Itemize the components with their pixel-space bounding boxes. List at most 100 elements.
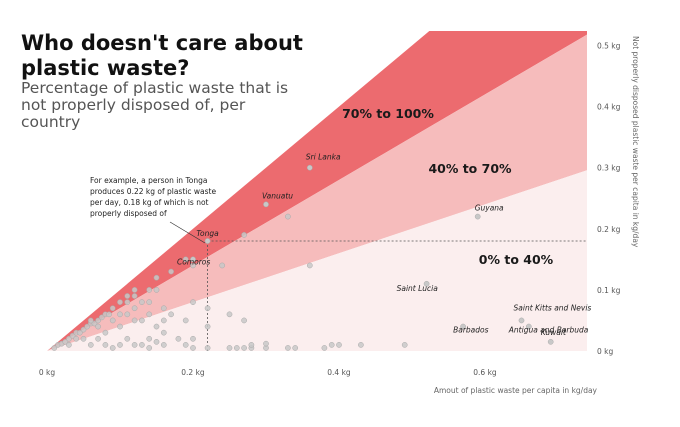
data-point bbox=[204, 305, 211, 312]
data-point bbox=[124, 311, 131, 318]
chart-subtitle: Percentage of plastic waste that is not … bbox=[21, 79, 289, 131]
country-label: Vanuatu bbox=[262, 191, 293, 200]
data-point bbox=[153, 323, 160, 330]
data-point bbox=[131, 317, 138, 324]
chart-title: Who doesn't care about plastic waste? bbox=[21, 31, 303, 80]
data-point bbox=[219, 262, 226, 269]
data-point bbox=[117, 311, 123, 318]
x-axis-label: Amout of plastic waste per capita in kg/… bbox=[434, 386, 598, 395]
data-point-antigua-and-barbuda bbox=[525, 323, 532, 330]
y-tick-label: 0 kg bbox=[597, 347, 613, 356]
data-point-saint-lucia bbox=[423, 280, 430, 287]
data-point-sri-lanka bbox=[306, 164, 313, 171]
data-point bbox=[263, 340, 269, 347]
data-point bbox=[106, 311, 112, 318]
data-point bbox=[182, 317, 189, 324]
percentage-bands bbox=[47, 31, 587, 352]
data-point bbox=[91, 320, 98, 327]
data-point bbox=[190, 299, 196, 305]
data-point bbox=[401, 342, 408, 348]
tonga-annotation: For example, a person in Tonga produces … bbox=[90, 176, 217, 218]
data-point-guyana bbox=[474, 213, 481, 220]
data-point bbox=[233, 345, 240, 351]
x-tick-label: 0.4 kg bbox=[327, 368, 351, 377]
data-point-saint-kitts-and-nevis bbox=[518, 317, 525, 324]
y-tick-label: 0.4 kg bbox=[597, 103, 621, 112]
data-point bbox=[306, 262, 313, 269]
data-point bbox=[109, 317, 116, 324]
data-point bbox=[285, 213, 291, 220]
data-point bbox=[168, 268, 174, 275]
data-point bbox=[117, 342, 123, 348]
data-point bbox=[131, 342, 138, 348]
data-point bbox=[80, 326, 87, 333]
country-label: Kuwait bbox=[541, 328, 567, 337]
country-label: Saint Lucia bbox=[397, 284, 439, 293]
data-point bbox=[248, 342, 255, 348]
data-point bbox=[146, 311, 153, 318]
band-labels: 70% to 100% 40% to 70% 0% to 40% bbox=[342, 106, 554, 267]
data-point bbox=[168, 311, 174, 318]
data-point-vanuatu bbox=[263, 201, 269, 208]
country-label: Barbados bbox=[453, 326, 489, 335]
data-point-tonga bbox=[204, 238, 211, 244]
data-point bbox=[124, 335, 131, 342]
data-point bbox=[358, 342, 364, 348]
annotation-leader bbox=[169, 221, 206, 244]
country-label: Sri Lanka bbox=[306, 153, 341, 162]
y-tick-label: 0.1 kg bbox=[597, 286, 621, 295]
data-point bbox=[153, 287, 160, 293]
data-point bbox=[328, 342, 335, 348]
data-point bbox=[182, 256, 189, 263]
data-point bbox=[95, 317, 101, 324]
data-point bbox=[336, 342, 342, 348]
data-point bbox=[226, 311, 233, 318]
country-label: Guyana bbox=[475, 204, 504, 213]
data-point bbox=[160, 305, 167, 312]
data-point bbox=[241, 232, 247, 238]
data-point bbox=[160, 342, 167, 348]
data-point bbox=[109, 345, 116, 351]
band-1 bbox=[47, 34, 587, 352]
data-point bbox=[160, 317, 167, 324]
country-label: Saint Kitts and Nevis bbox=[514, 303, 592, 312]
band-2 bbox=[47, 170, 587, 351]
y-axis-ticks: 0 kg 0.1 kg 0.2 kg 0.3 kg 0.4 kg 0.5 kg bbox=[597, 42, 621, 357]
data-point bbox=[190, 262, 196, 269]
data-point bbox=[321, 345, 328, 351]
data-point bbox=[73, 335, 80, 342]
data-point bbox=[153, 274, 160, 281]
y-tick-label: 0.5 kg bbox=[597, 42, 621, 51]
data-point bbox=[139, 299, 145, 305]
data-point bbox=[204, 323, 211, 330]
data-point bbox=[66, 335, 72, 342]
x-axis-ticks: 0 kg 0.2 kg 0.4 kg 0.6 kg bbox=[39, 368, 497, 377]
band-label: 0% to 40% bbox=[479, 252, 554, 267]
data-point bbox=[292, 345, 299, 351]
data-point bbox=[117, 323, 123, 330]
data-point bbox=[84, 323, 91, 330]
country-label: Comoros bbox=[177, 257, 210, 266]
data-point-barbados bbox=[460, 323, 466, 330]
data-point bbox=[124, 299, 131, 305]
data-point bbox=[98, 314, 105, 321]
y-tick-label: 0.2 kg bbox=[597, 225, 621, 234]
data-point bbox=[226, 345, 233, 351]
data-point bbox=[87, 317, 94, 324]
band-0 bbox=[47, 31, 587, 351]
tonga-guide-lines bbox=[207, 240, 587, 351]
data-point bbox=[62, 338, 69, 345]
data-point bbox=[146, 345, 153, 351]
data-point bbox=[146, 335, 153, 342]
data-point bbox=[190, 335, 196, 342]
data-point bbox=[131, 305, 138, 312]
band-label: 70% to 100% bbox=[342, 106, 434, 121]
data-point bbox=[80, 335, 87, 342]
data-point bbox=[241, 345, 247, 351]
country-label: Tonga bbox=[196, 229, 219, 238]
data-point bbox=[146, 299, 153, 305]
data-point-kuwait bbox=[547, 338, 554, 345]
data-point bbox=[51, 345, 58, 351]
y-tick-label: 0.3 kg bbox=[597, 164, 621, 173]
data-point bbox=[139, 317, 145, 324]
